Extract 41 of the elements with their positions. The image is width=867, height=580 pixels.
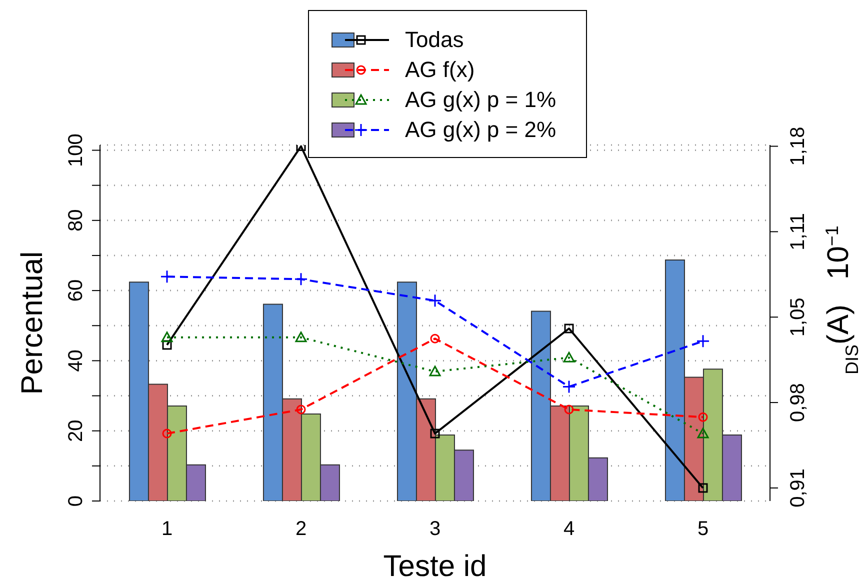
y2-tick-label: 1,05 (787, 298, 809, 337)
point (295, 332, 307, 342)
x-tick-label: 1 (161, 518, 173, 540)
x-tick-label: 4 (563, 518, 575, 540)
point (162, 340, 172, 350)
point (562, 380, 576, 394)
y-tick-label: 0 (65, 495, 87, 507)
x-tick-label: 2 (295, 518, 307, 540)
x-tick-label: 3 (429, 518, 441, 540)
point (162, 428, 172, 438)
point (294, 272, 308, 286)
legend-label: AG f(x) (405, 57, 475, 83)
point (697, 428, 709, 438)
y2-tick-label: 0,98 (787, 383, 809, 422)
point (564, 324, 574, 334)
point (698, 483, 708, 493)
point (429, 366, 441, 376)
legend-label: Todas (405, 27, 464, 53)
point (430, 428, 440, 438)
point (563, 352, 575, 362)
point (564, 404, 574, 414)
y2-tick-label: 1,18 (787, 126, 809, 166)
point (160, 270, 174, 284)
y2-tick-label: 1,11 (787, 212, 809, 250)
point (296, 404, 306, 414)
point (696, 334, 710, 348)
y-tick-label: 80 (65, 209, 87, 232)
point (428, 294, 442, 308)
y-tick-label: 100 (65, 134, 87, 167)
x-axis-title: Teste id (383, 550, 487, 580)
legend-label: AG g(x) p = 2% (405, 117, 556, 143)
y-tick-label: 20 (65, 420, 87, 442)
point (430, 334, 440, 344)
x-tick-label: 5 (697, 518, 709, 540)
legend-label: AG g(x) p = 1% (405, 87, 556, 113)
point (161, 332, 173, 342)
y-tick-label: 40 (65, 350, 87, 372)
y2-tick-label: 0,91 (787, 468, 809, 508)
y-axis-title: Percentual (16, 251, 49, 395)
y-tick-label: 60 (65, 279, 87, 302)
point (698, 412, 708, 422)
